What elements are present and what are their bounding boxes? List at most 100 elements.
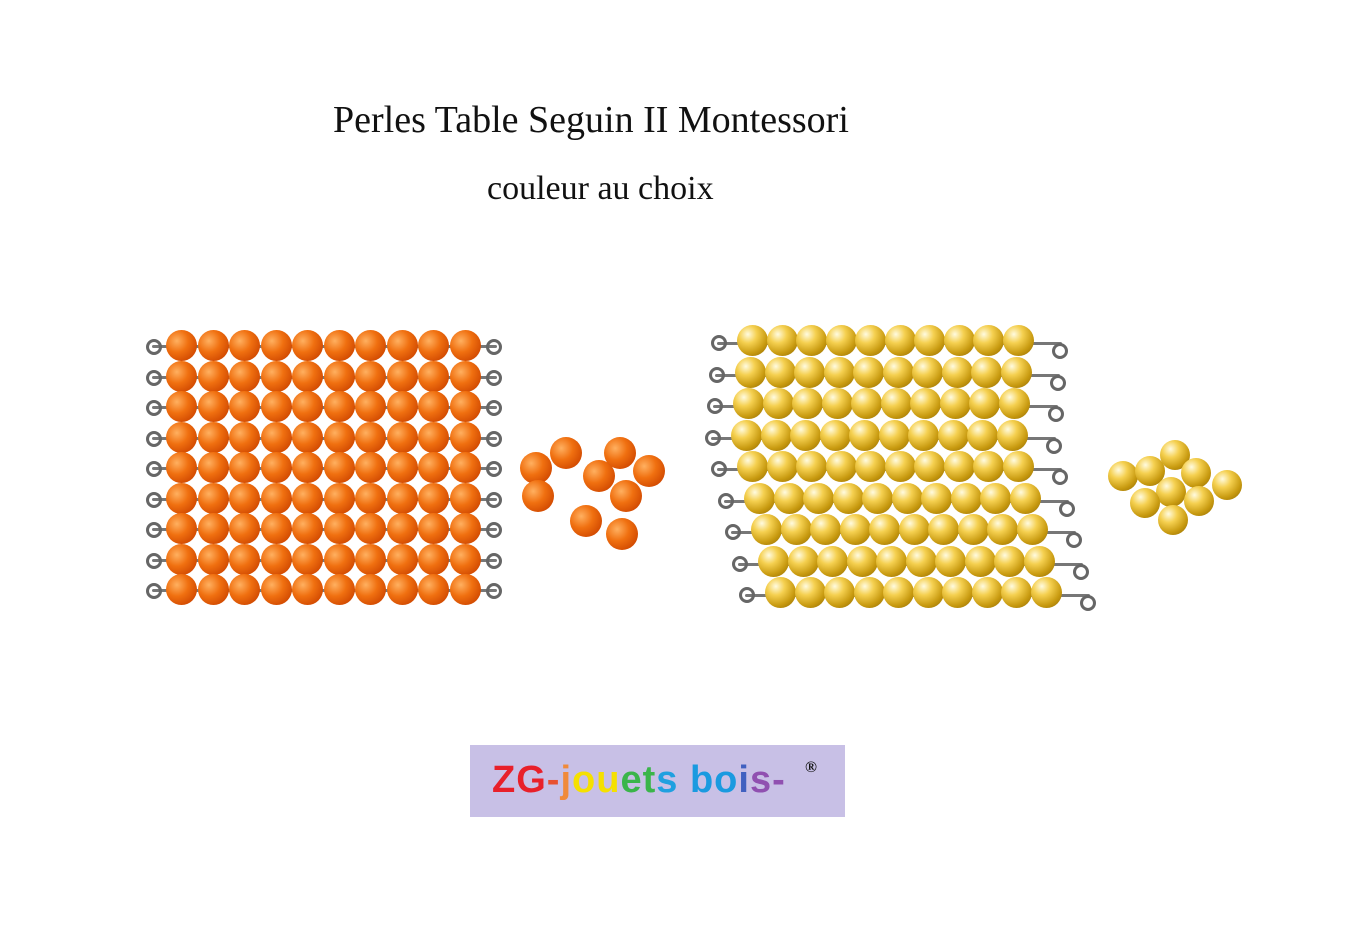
logo-letter: -	[546, 759, 561, 801]
logo-letter: o	[714, 759, 739, 801]
bead	[449, 391, 481, 422]
bead	[825, 451, 857, 482]
bead	[849, 419, 880, 451]
bead	[197, 513, 229, 544]
bead	[935, 545, 966, 577]
bead	[980, 482, 1011, 514]
wire-loop	[1066, 532, 1082, 548]
bead	[386, 421, 418, 453]
bead	[418, 452, 449, 483]
bead	[737, 451, 768, 482]
wire-loop	[1052, 469, 1068, 485]
bead	[386, 330, 418, 361]
bead	[449, 452, 481, 483]
bead	[891, 482, 923, 514]
bead	[1002, 451, 1034, 482]
bead	[882, 356, 914, 388]
bead	[386, 543, 418, 575]
bead	[166, 360, 197, 392]
wire-loop	[705, 429, 721, 446]
bead	[998, 388, 1030, 419]
bead	[418, 543, 449, 575]
wire-loop	[146, 583, 162, 599]
bead	[166, 391, 197, 422]
bead	[912, 577, 944, 608]
wire-loop	[1052, 343, 1068, 359]
wire-loop	[486, 400, 502, 416]
bead	[292, 360, 323, 392]
bead	[229, 421, 260, 453]
bead	[766, 451, 798, 482]
bead	[197, 421, 229, 453]
bead	[229, 482, 260, 514]
loose-bead	[604, 437, 636, 469]
bead	[166, 421, 197, 453]
bead	[1023, 545, 1055, 577]
bead	[764, 356, 796, 388]
bead	[823, 356, 855, 388]
bead	[229, 543, 260, 575]
bead	[957, 514, 989, 545]
wire-loop	[486, 522, 502, 538]
logo-letter: t	[642, 759, 657, 801]
bead	[449, 360, 481, 392]
bead	[780, 514, 812, 545]
wire-loop	[486, 430, 502, 447]
bead	[355, 391, 386, 422]
bead	[796, 325, 827, 356]
loose-bead	[1108, 461, 1138, 491]
bead	[166, 543, 197, 575]
bead	[792, 388, 823, 419]
bead	[810, 514, 841, 545]
wire-loop	[718, 492, 734, 509]
bead	[260, 574, 292, 605]
wire-loop	[1050, 374, 1066, 391]
bead	[449, 482, 481, 514]
bead	[794, 577, 826, 608]
bead	[292, 482, 323, 514]
logo-letter: Z	[492, 759, 517, 801]
bead	[994, 545, 1025, 577]
bead	[355, 330, 386, 361]
logo-letter: e	[620, 759, 643, 801]
registered-mark: ®	[805, 759, 817, 776]
wire-loop	[711, 335, 727, 351]
bead	[197, 574, 229, 605]
bead	[766, 325, 798, 356]
logo-letter: b	[689, 759, 715, 801]
logo-letter: s	[749, 759, 773, 801]
bead	[418, 330, 449, 361]
bead	[803, 482, 834, 514]
bead	[790, 419, 821, 451]
bead	[967, 419, 998, 451]
bead	[418, 391, 449, 422]
bead	[758, 545, 789, 577]
page-subtitle: couleur au choix	[487, 170, 714, 207]
bead	[1016, 514, 1048, 545]
bead	[355, 360, 386, 392]
loose-bead	[606, 518, 638, 550]
bead	[323, 574, 355, 605]
wire-loop	[486, 552, 502, 569]
bead	[973, 325, 1004, 356]
bead	[884, 325, 916, 356]
bead	[937, 419, 969, 451]
bead	[832, 482, 864, 514]
bead	[166, 574, 197, 605]
bead	[355, 513, 386, 544]
wire-loop	[1059, 500, 1075, 517]
bead	[292, 543, 323, 575]
bead	[260, 421, 292, 453]
bead	[1001, 577, 1032, 608]
loose-bead	[1130, 488, 1160, 518]
bead	[418, 360, 449, 392]
bead	[817, 545, 848, 577]
bead	[773, 482, 805, 514]
bead	[292, 452, 323, 483]
loose-bead	[1212, 470, 1242, 500]
bead	[825, 325, 857, 356]
logo-letter: s	[656, 759, 679, 801]
bead	[853, 356, 884, 388]
bead	[853, 577, 885, 608]
bead	[969, 388, 1000, 419]
